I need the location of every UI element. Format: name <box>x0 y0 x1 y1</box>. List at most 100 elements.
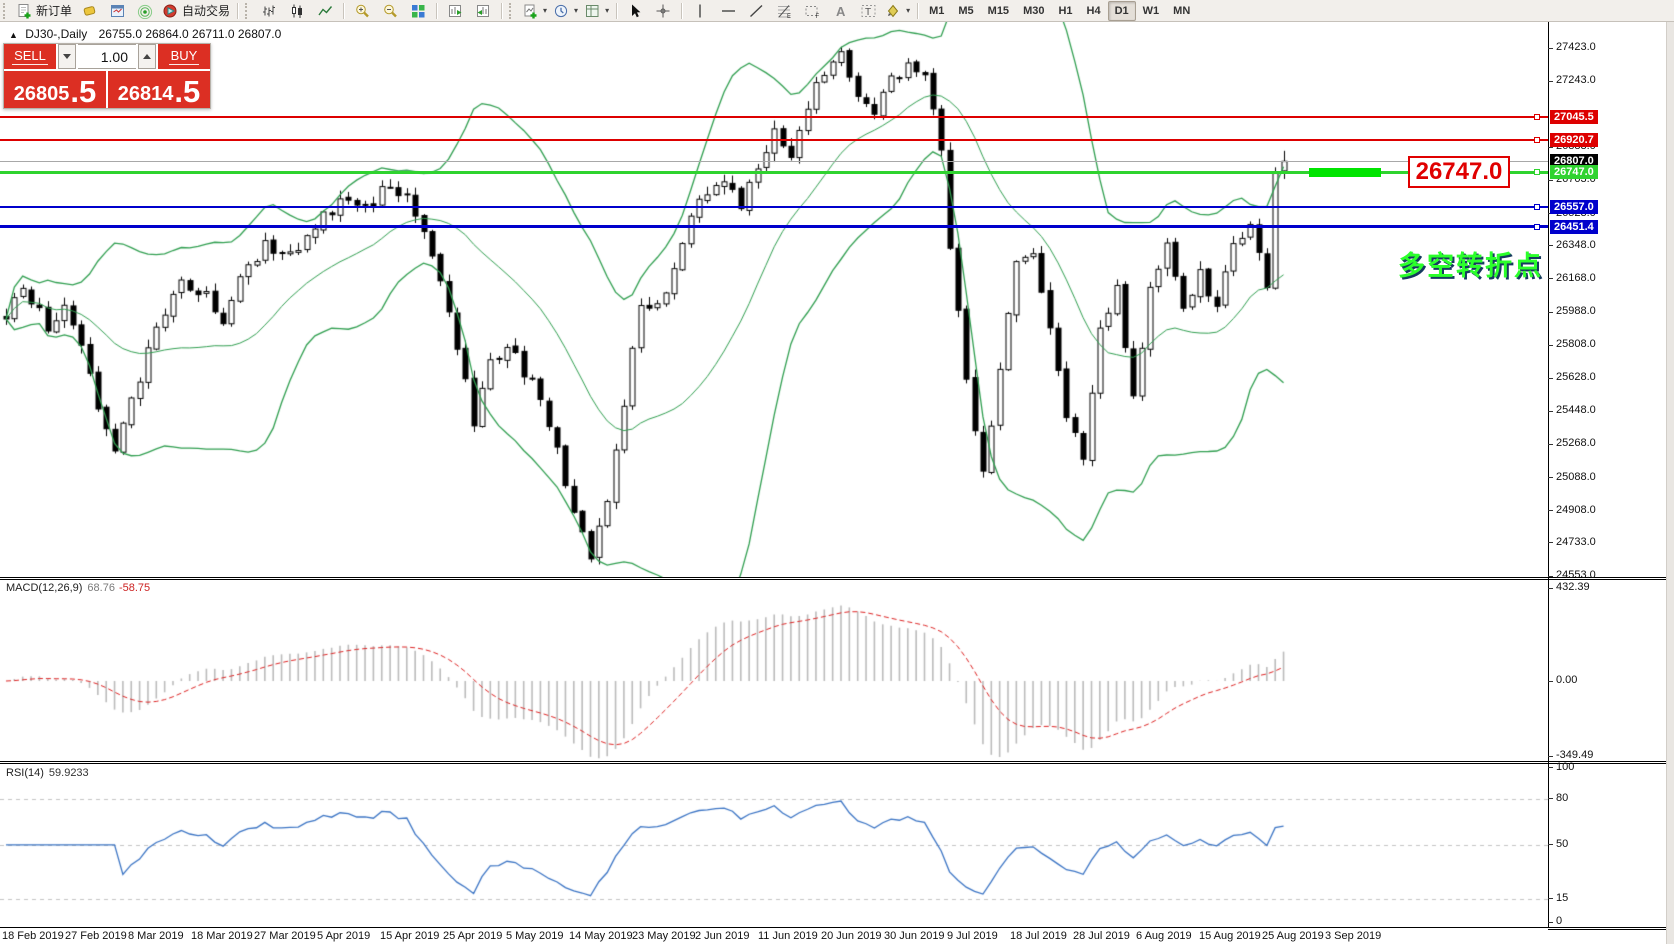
axis-price-badge-support-line-upper: 26557.0 <box>1550 200 1598 215</box>
price-tag-26747[interactable]: 26747.0 <box>1408 156 1510 189</box>
rsi-indicator-surface[interactable] <box>0 764 1548 927</box>
hline-handle-resistance-line-upper[interactable] <box>1534 114 1540 121</box>
price-tick-mark <box>1548 443 1553 445</box>
candlestick-chart-button[interactable] <box>283 0 311 21</box>
sell-button[interactable]: SELL <box>4 44 56 69</box>
price-tick-label: 25988.0 <box>1556 305 1596 317</box>
market-watch-button[interactable] <box>103 0 131 21</box>
volume-input[interactable] <box>78 44 136 69</box>
volume-decrease-button[interactable] <box>58 44 76 69</box>
toolbar-grip[interactable] <box>509 2 516 19</box>
date-label: 6 Aug 2019 <box>1136 930 1192 942</box>
timeframe-mn-button[interactable]: MN <box>1173 4 1191 17</box>
horizontal-line-tool-button[interactable] <box>714 0 742 21</box>
zoom-in-button[interactable] <box>348 0 376 21</box>
new-chart-dropdown[interactable]: ▾ <box>519 0 550 21</box>
annotation-text[interactable]: 多空转折点 <box>1398 251 1543 281</box>
trendline-tool-button[interactable] <box>742 0 770 21</box>
tile-windows-button[interactable] <box>404 0 432 21</box>
macd-axis-label: 432.39 <box>1556 581 1590 594</box>
price-tick-mark <box>1548 179 1553 181</box>
text-tool-button[interactable]: A <box>826 0 854 21</box>
hline-handle-resistance-line-lower[interactable] <box>1534 137 1540 144</box>
timeframe-d1-button[interactable]: D1 <box>1107 0 1136 21</box>
buy-button[interactable]: BUY <box>158 44 210 69</box>
collapse-arrow-icon[interactable]: ▲ <box>9 30 18 40</box>
panel-separator[interactable] <box>0 577 1674 580</box>
cursor-tool-button[interactable] <box>621 0 649 21</box>
svg-text:A: A <box>836 4 846 19</box>
highlight-rectangle[interactable] <box>1309 168 1381 178</box>
chevron-down-icon[interactable]: ▾ <box>574 6 579 15</box>
volume-up-icon <box>143 54 151 59</box>
template-icon <box>584 3 601 19</box>
new-order-button[interactable]: 新订单 <box>13 0 75 21</box>
cycle-lines-tool-button[interactable]: F <box>798 0 826 21</box>
date-label: 2 Jun 2019 <box>695 930 750 942</box>
bars-icon <box>261 3 278 19</box>
rsi-tick-mark <box>1548 921 1553 923</box>
rsi-tick-mark <box>1548 798 1553 800</box>
buy-price-display[interactable]: 26814.5 <box>108 71 210 108</box>
volume-increase-button[interactable] <box>138 44 156 69</box>
hline-handle-support-line-upper[interactable] <box>1534 204 1540 211</box>
price-tick-mark <box>1548 47 1553 49</box>
rsi-axis-label: 50 <box>1556 837 1569 850</box>
date-label: 15 Apr 2019 <box>380 930 440 942</box>
hline-pivot-line-green[interactable] <box>0 170 1548 174</box>
auto-scroll-button[interactable] <box>469 0 497 21</box>
templates-dropdown[interactable]: ▾ <box>581 0 612 21</box>
date-label: 8 Mar 2019 <box>128 930 184 942</box>
zoom-out-button[interactable] <box>376 0 404 21</box>
chevron-down-icon[interactable]: ▾ <box>906 6 911 15</box>
periods-dropdown[interactable]: ▾ <box>550 0 581 21</box>
hline-support-line-lower[interactable] <box>0 225 1548 229</box>
timeframe-h4-button[interactable]: H4 <box>1086 4 1101 17</box>
sell-price-display[interactable]: 26805.5 <box>4 71 106 108</box>
macd-indicator-surface[interactable] <box>0 580 1548 761</box>
timeframe-m30-button[interactable]: M30 <box>1023 4 1045 17</box>
timeframe-m15-button[interactable]: M15 <box>987 4 1010 17</box>
timeframe-m1-button[interactable]: M1 <box>929 4 945 17</box>
hline-handle-pivot-line-green[interactable] <box>1534 169 1540 176</box>
toolbar-grip[interactable] <box>245 2 252 19</box>
bar-chart-button[interactable] <box>255 0 283 21</box>
chevron-down-icon[interactable]: ▾ <box>605 6 610 15</box>
axis-price-badge-resistance-line-upper: 27045.5 <box>1550 110 1598 125</box>
axis-price-badge-resistance-line-lower: 26920.7 <box>1550 133 1598 148</box>
market-watch-icon <box>109 3 126 19</box>
hline-resistance-line-lower[interactable] <box>0 139 1548 142</box>
macd-axis-label: -349.49 <box>1556 749 1594 762</box>
date-label: 27 Feb 2019 <box>65 930 127 942</box>
shapes-tool-button[interactable]: ▾ <box>882 0 913 21</box>
fibonacci-tool-button[interactable]: E <box>770 0 798 21</box>
timeframe-m5-button[interactable]: M5 <box>958 4 974 17</box>
hline-resistance-line-upper[interactable] <box>0 116 1548 119</box>
timeframe-h1-button[interactable]: H1 <box>1058 4 1073 17</box>
date-axis[interactable]: 18 Feb 2019 27 Feb 2019 8 Mar 2019 18 Mar 2… <box>0 929 1548 944</box>
chart-title[interactable]: ▲ DJ30-,Daily 26755.0 26864.0 26711.0 26… <box>9 27 281 41</box>
chevron-down-icon[interactable]: ▾ <box>543 6 548 15</box>
main-chart-surface[interactable] <box>0 22 1548 577</box>
vertical-line-tool-button[interactable] <box>686 0 714 21</box>
line-chart-button[interactable] <box>311 0 339 21</box>
modify-order-button[interactable] <box>75 0 103 21</box>
svg-text:F: F <box>815 14 819 19</box>
auto-trading-button[interactable]: 自动交易 <box>159 0 233 21</box>
date-label: 18 Feb 2019 <box>2 930 64 942</box>
rsi-tick-mark <box>1548 844 1553 846</box>
price-tick-label: 26348.0 <box>1556 238 1596 251</box>
text-label-tool-button[interactable]: T <box>854 0 882 21</box>
date-label: 9 Jul 2019 <box>947 930 998 942</box>
chart-shift-button[interactable] <box>441 0 469 21</box>
new-chart-icon <box>522 3 539 19</box>
hline-support-line-upper[interactable] <box>0 206 1548 209</box>
hline-current-price-line[interactable] <box>0 160 1548 162</box>
crosshair-tool-button[interactable] <box>649 0 677 21</box>
timeframe-w1-button[interactable]: W1 <box>1142 4 1160 17</box>
panel-separator[interactable] <box>0 761 1674 764</box>
signals-button[interactable] <box>131 0 159 21</box>
toolbar-grip[interactable] <box>3 2 10 19</box>
hline-handle-support-line-lower[interactable] <box>1534 223 1540 230</box>
price-tick-label: 25268.0 <box>1556 437 1596 450</box>
